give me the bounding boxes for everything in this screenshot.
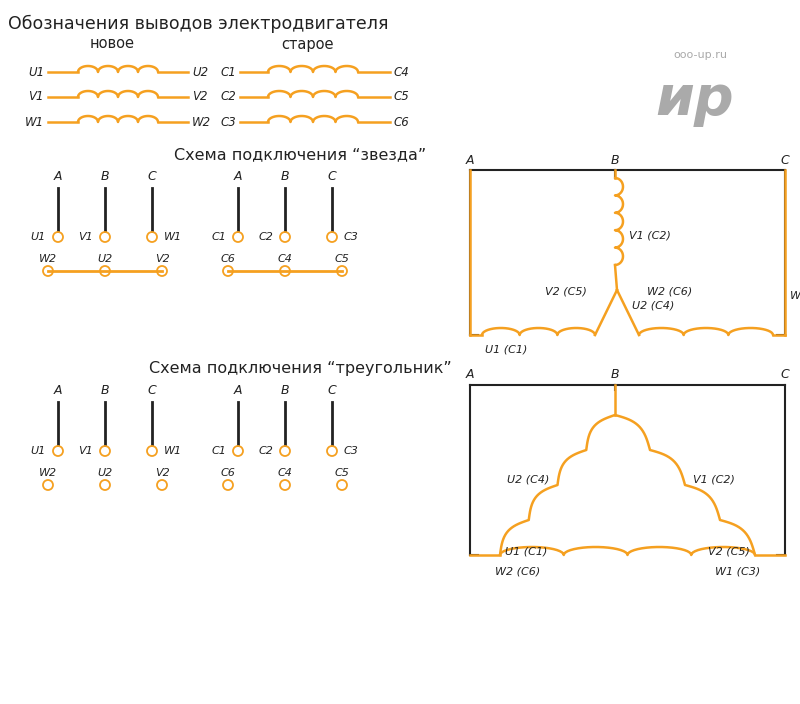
- Text: ир: ир: [656, 73, 734, 127]
- Text: W1: W1: [164, 446, 182, 456]
- Text: B: B: [610, 153, 619, 167]
- Text: A: A: [466, 368, 474, 382]
- Text: U2 (C4): U2 (C4): [507, 475, 550, 485]
- Text: A: A: [234, 384, 242, 396]
- Text: новое: новое: [90, 37, 134, 51]
- Text: C6: C6: [221, 254, 235, 264]
- Text: B: B: [281, 170, 290, 182]
- Text: C3: C3: [344, 232, 359, 242]
- Text: W2: W2: [39, 254, 57, 264]
- Text: B: B: [101, 170, 110, 182]
- Text: B: B: [610, 368, 619, 382]
- Text: U1: U1: [30, 232, 46, 242]
- Text: C: C: [781, 153, 790, 167]
- Text: A: A: [54, 384, 62, 396]
- Text: C2: C2: [220, 91, 236, 103]
- Text: C6: C6: [221, 468, 235, 478]
- Text: V1: V1: [78, 232, 93, 242]
- Text: C4: C4: [394, 65, 410, 79]
- Text: V2 (C5): V2 (C5): [545, 287, 587, 297]
- Text: C4: C4: [278, 254, 293, 264]
- Text: U1 (C1): U1 (C1): [505, 547, 547, 557]
- Text: C2: C2: [258, 446, 273, 456]
- Text: W1 (C3): W1 (C3): [714, 566, 760, 576]
- Text: W2: W2: [39, 468, 57, 478]
- Text: W1: W1: [164, 232, 182, 242]
- Text: C: C: [148, 384, 156, 396]
- Text: Обозначения выводов электродвигателя: Обозначения выводов электродвигателя: [8, 15, 389, 33]
- Text: C1: C1: [211, 446, 226, 456]
- Text: U2: U2: [192, 65, 208, 79]
- Text: U1: U1: [30, 446, 46, 456]
- Text: Схема подключения “треугольник”: Схема подключения “треугольник”: [149, 360, 451, 375]
- Text: A: A: [234, 170, 242, 182]
- Text: старое: старое: [282, 37, 334, 51]
- Text: V1 (C2): V1 (C2): [693, 475, 735, 485]
- Text: B: B: [281, 384, 290, 396]
- Text: V2: V2: [154, 468, 170, 478]
- Text: C6: C6: [394, 115, 410, 129]
- Text: C5: C5: [334, 254, 350, 264]
- Text: C1: C1: [211, 232, 226, 242]
- Text: C2: C2: [258, 232, 273, 242]
- Text: W1: W1: [25, 115, 44, 129]
- Text: A: A: [466, 153, 474, 167]
- Text: C: C: [781, 368, 790, 382]
- Text: ooo-up.ru: ooo-up.ru: [673, 50, 727, 60]
- Text: V1: V1: [78, 446, 93, 456]
- Text: W1 (C3): W1 (C3): [790, 290, 800, 300]
- Text: U2 (C4): U2 (C4): [632, 301, 674, 311]
- Text: W2: W2: [192, 115, 211, 129]
- Text: C: C: [328, 170, 336, 182]
- Text: A: A: [54, 170, 62, 182]
- Text: C5: C5: [334, 468, 350, 478]
- Text: C3: C3: [344, 446, 359, 456]
- Text: U2: U2: [98, 254, 113, 264]
- Text: Схема подключения “звезда”: Схема подключения “звезда”: [174, 148, 426, 163]
- Text: W2 (C6): W2 (C6): [647, 287, 692, 297]
- Text: C: C: [148, 170, 156, 182]
- Text: U1 (C1): U1 (C1): [485, 344, 527, 354]
- Text: W2 (C6): W2 (C6): [495, 566, 540, 576]
- Text: V2: V2: [154, 254, 170, 264]
- Text: C4: C4: [278, 468, 293, 478]
- Text: U2: U2: [98, 468, 113, 478]
- Text: C: C: [328, 384, 336, 396]
- Text: C5: C5: [394, 91, 410, 103]
- Text: V2 (C5): V2 (C5): [708, 547, 750, 557]
- Text: U1: U1: [28, 65, 44, 79]
- Text: C3: C3: [220, 115, 236, 129]
- Text: B: B: [101, 384, 110, 396]
- Text: V2: V2: [192, 91, 207, 103]
- Text: V1: V1: [29, 91, 44, 103]
- Text: V1 (C2): V1 (C2): [629, 230, 671, 240]
- Text: C1: C1: [220, 65, 236, 79]
